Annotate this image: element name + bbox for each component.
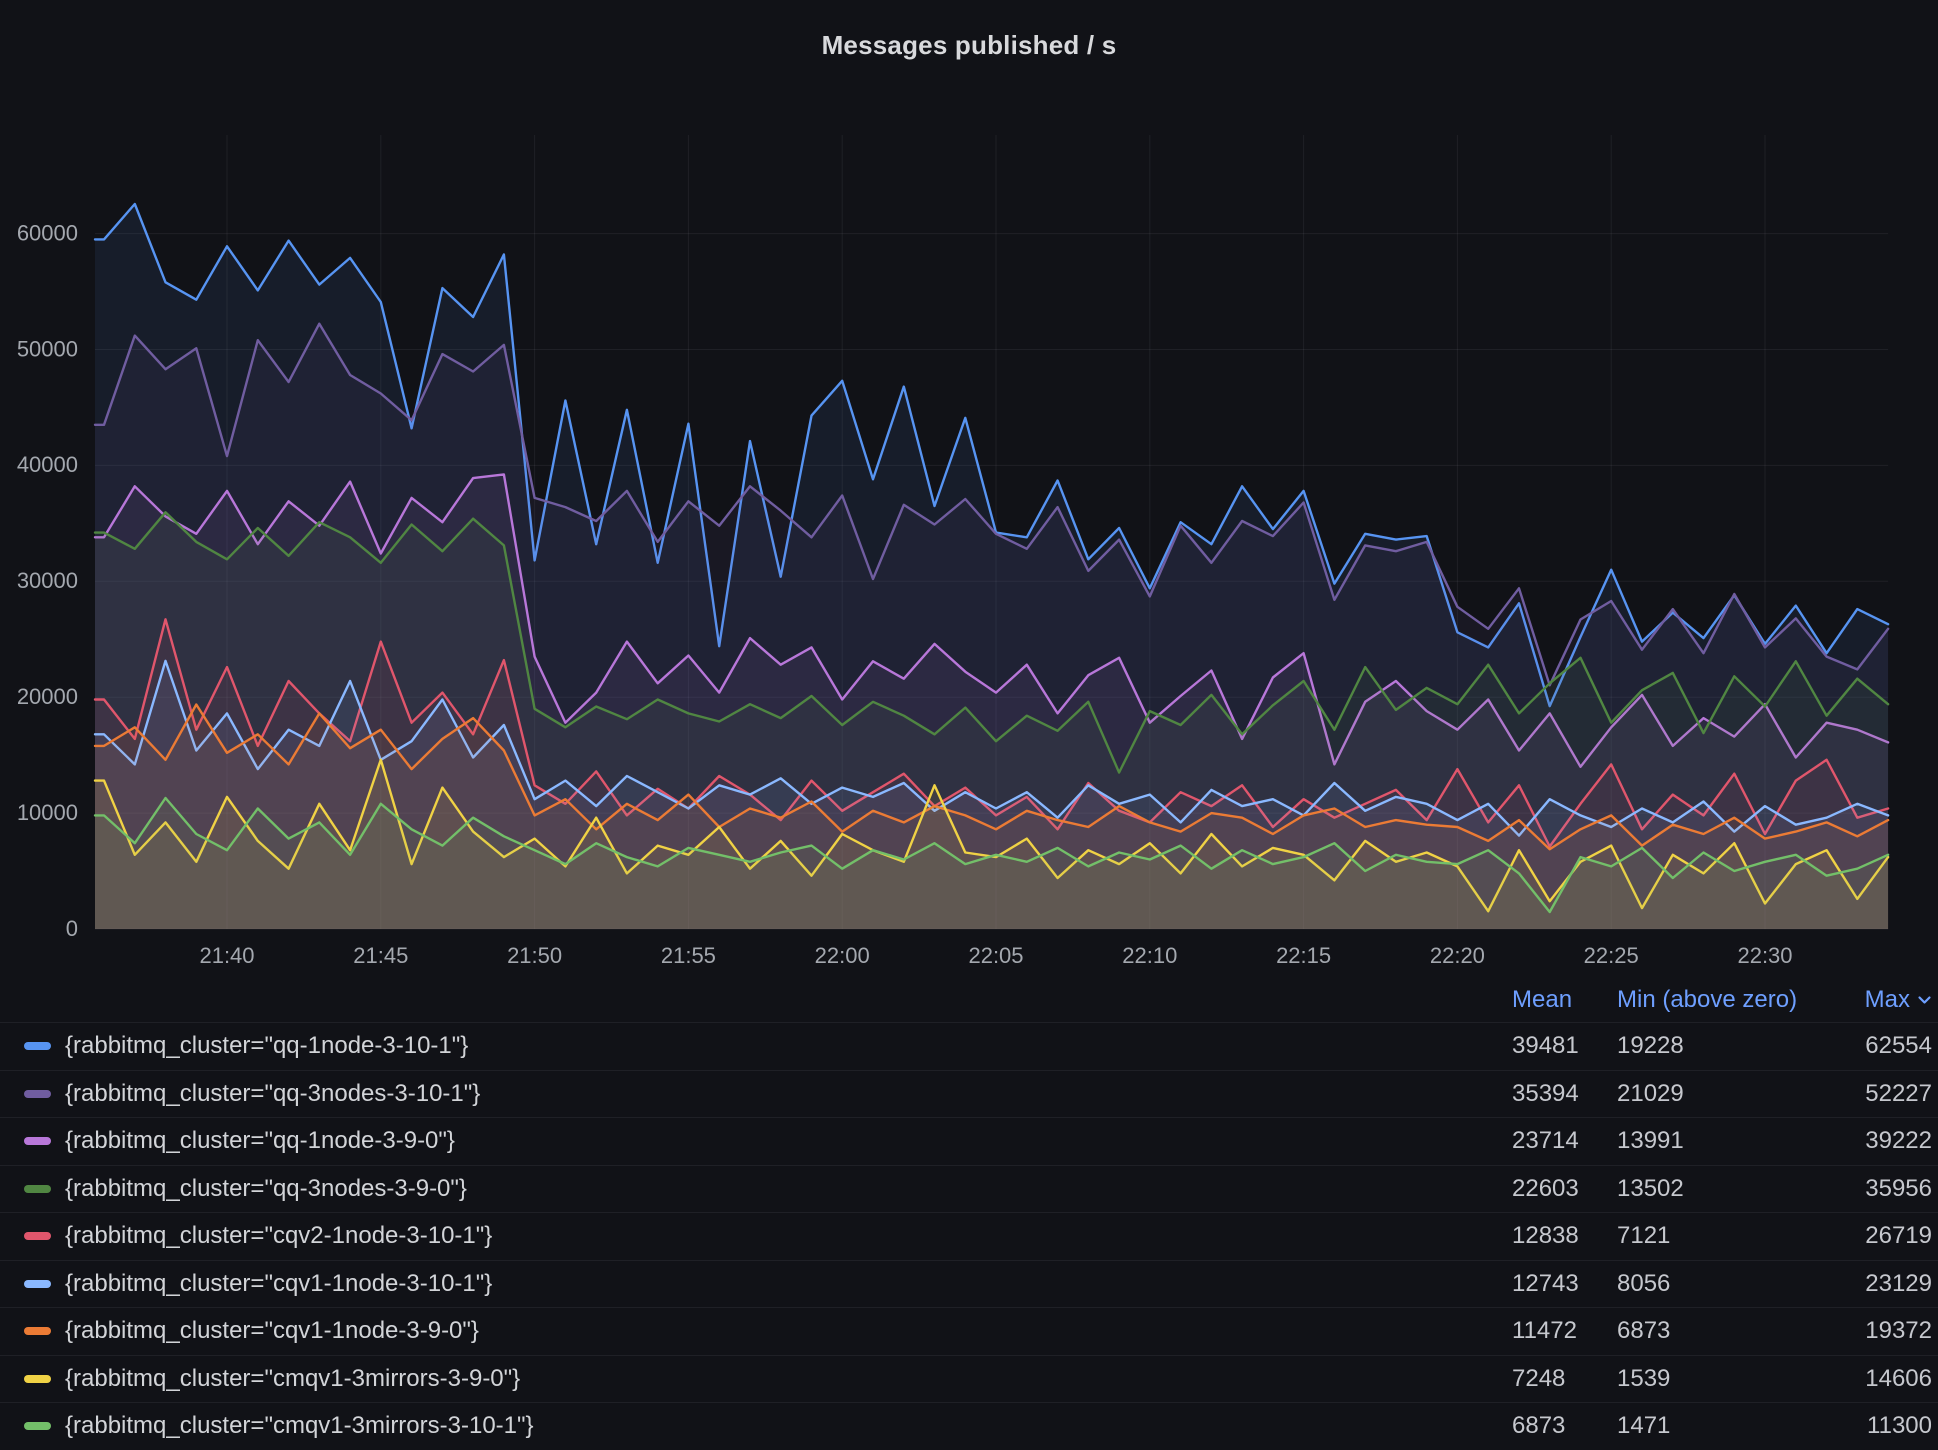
series-line (93, 473, 1890, 768)
series-max-value: 52227 (1865, 1079, 1932, 1107)
series-mean-value: 6873 (1512, 1412, 1566, 1440)
series-min-value: 6873 (1617, 1317, 1671, 1345)
x-axis-tick-label: 21:45 (353, 943, 408, 968)
series-mean-value: 35394 (1512, 1079, 1579, 1107)
series-max-value: 39222 (1865, 1127, 1932, 1155)
series-area (95, 323, 1889, 929)
series-line (93, 511, 1890, 774)
series-mean-value: 12838 (1512, 1222, 1579, 1250)
series-line (93, 703, 1890, 851)
series-color-swatch[interactable] (24, 1279, 51, 1288)
series-color-swatch[interactable] (24, 1184, 51, 1193)
series-min-value: 19228 (1617, 1032, 1684, 1060)
series-min-value: 1539 (1617, 1364, 1671, 1392)
series-mean-value: 39481 (1512, 1032, 1579, 1060)
legend-rows: {rabbitmq_cluster="qq-1node-3-10-1"} 3948… (0, 1022, 1938, 1450)
series-mean-value: 12743 (1512, 1269, 1579, 1297)
legend-row: {rabbitmq_cluster="qq-1node-3-10-1"} 3948… (0, 1022, 1938, 1070)
panel-title[interactable]: Messages published / s (821, 30, 1117, 60)
legend-row: {rabbitmq_cluster="cqv1-1node-3-9-0"} 114… (0, 1307, 1938, 1355)
series-min-value: 8056 (1617, 1269, 1671, 1297)
legend-column-max[interactable]: Max (1847, 986, 1932, 1014)
series-min-value: 7121 (1617, 1222, 1671, 1250)
y-axis-tick-label: 40000 (17, 452, 78, 477)
series-line (93, 659, 1890, 837)
series-color-swatch[interactable] (24, 1042, 51, 1051)
series-label[interactable]: {rabbitmq_cluster="qq-3nodes-3-10-1"} (65, 1079, 481, 1107)
y-axis-tick-label: 20000 (17, 684, 78, 709)
series-min-value: 13502 (1617, 1174, 1684, 1202)
legend-row: {rabbitmq_cluster="qq-1node-3-9-0"} 23714… (0, 1117, 1938, 1165)
x-axis-tick-label: 22:15 (1276, 943, 1331, 968)
series-label[interactable]: {rabbitmq_cluster="cmqv1-3mirrors-3-10-1… (65, 1412, 534, 1440)
series-max-value: 35956 (1865, 1174, 1932, 1202)
series-min-value: 21029 (1617, 1079, 1684, 1107)
legend-column-mean[interactable]: Mean (1512, 986, 1573, 1013)
x-axis-tick-label: 21:55 (661, 943, 716, 968)
series-label[interactable]: {rabbitmq_cluster="qq-3nodes-3-9-0"} (65, 1174, 467, 1202)
y-axis-tick-label: 50000 (17, 336, 78, 361)
timeseries-plot[interactable]: 0 10000 20000 30000 40000 50000 60000 21:40 21:4… (0, 0, 1938, 978)
legend-column-min[interactable]: Min (above zero) (1617, 986, 1798, 1013)
series-color-swatch[interactable] (24, 1232, 51, 1241)
x-axis-tick-label: 22:30 (1737, 943, 1792, 968)
x-axis-tick-label: 21:50 (507, 943, 562, 968)
legend-header: Mean Min (above zero) Max (0, 978, 1938, 1022)
legend-column-max-label: Max (1864, 986, 1910, 1013)
series-max-value: 26719 (1865, 1222, 1932, 1250)
x-axis-tick-label: 22:05 (968, 943, 1023, 968)
x-axis-tick-label: 22:25 (1584, 943, 1639, 968)
legend-row: {rabbitmq_cluster="cmqv1-3mirrors-3-9-0"… (0, 1354, 1938, 1403)
series-label[interactable]: {rabbitmq_cluster="cqv1-1node-3-10-1"} (65, 1269, 493, 1297)
legend-row: {rabbitmq_cluster="cqv2-1node-3-10-1"} 12… (0, 1212, 1938, 1260)
x-axis-tick-label: 22:20 (1430, 943, 1485, 968)
x-axis-tick-label: 21:40 (199, 943, 254, 968)
series-min-value: 1471 (1617, 1412, 1671, 1440)
y-axis-tick-label: 0 (66, 916, 78, 941)
series-max-value: 19372 (1865, 1317, 1932, 1345)
series-color-swatch[interactable] (24, 1137, 51, 1146)
x-axis-tick-label: 22:10 (1122, 943, 1177, 968)
series-min-value: 13991 (1617, 1127, 1684, 1155)
series-mean-value: 23714 (1512, 1127, 1579, 1155)
series-color-swatch[interactable] (24, 1327, 51, 1336)
series-line (93, 202, 1890, 708)
y-axis-tick-label: 10000 (17, 800, 78, 825)
series-color-swatch[interactable] (24, 1422, 51, 1431)
series-area (95, 759, 1889, 929)
series-mean-value: 7248 (1512, 1364, 1566, 1392)
legend-row: {rabbitmq_cluster="qq-3nodes-3-10-1"} 353… (0, 1069, 1938, 1118)
series-area (95, 619, 1889, 929)
series-max-value: 23129 (1865, 1269, 1932, 1297)
series-max-value: 11300 (1867, 1412, 1932, 1440)
series-mean-value: 22603 (1512, 1174, 1579, 1202)
x-axis-tick-label: 22:00 (815, 943, 870, 968)
y-axis-tick-label: 60000 (17, 220, 78, 245)
series-area (95, 704, 1889, 929)
series-line (93, 322, 1890, 687)
legend-row: {rabbitmq_cluster="cmqv1-3mirrors-3-10-1… (0, 1402, 1938, 1450)
series-max-value: 14606 (1865, 1364, 1932, 1392)
series-color-swatch[interactable] (24, 1374, 51, 1383)
series-label[interactable]: {rabbitmq_cluster="cmqv1-3mirrors-3-9-0"… (65, 1364, 521, 1392)
series-area (95, 798, 1889, 929)
legend-row: {rabbitmq_cluster="cqv1-1node-3-10-1"} 12… (0, 1259, 1938, 1308)
legend-row: {rabbitmq_cluster="qq-3nodes-3-9-0"} 2260… (0, 1164, 1938, 1213)
series-label[interactable]: {rabbitmq_cluster="qq-1node-3-10-1"} (65, 1032, 469, 1060)
series-label[interactable]: {rabbitmq_cluster="cqv2-1node-3-10-1"} (65, 1222, 493, 1250)
y-axis-tick-label: 30000 (17, 568, 78, 593)
sort-descending-icon (1918, 996, 1931, 1004)
series-area (95, 204, 1889, 929)
series-line (93, 796, 1890, 914)
series-max-value: 62554 (1865, 1032, 1932, 1060)
legend-table: Mean Min (above zero) Max {rabbitmq_clus… (0, 978, 1938, 1450)
series-label[interactable]: {rabbitmq_cluster="qq-1node-3-9-0"} (65, 1127, 455, 1155)
series-mean-value: 11472 (1512, 1317, 1577, 1345)
series-area (95, 474, 1889, 929)
series-color-swatch[interactable] (24, 1089, 51, 1098)
series-label[interactable]: {rabbitmq_cluster="cqv1-1node-3-9-0"} (65, 1317, 479, 1345)
